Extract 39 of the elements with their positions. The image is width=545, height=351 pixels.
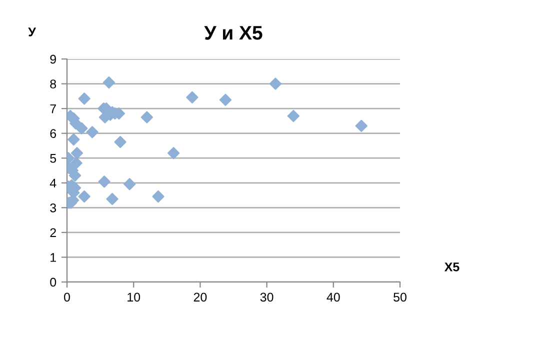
x-tick-label: 10 (128, 292, 140, 302)
y-tick-label: 5 (50, 154, 56, 163)
x-tick-label: 30 (260, 292, 274, 302)
point (78, 190, 90, 203)
point (78, 92, 90, 105)
y-tick-label: 7 (50, 104, 56, 114)
y-tick-label: 4 (50, 178, 56, 188)
y-axis-title: У (28, 28, 36, 36)
point (124, 178, 136, 190)
point (70, 156, 82, 170)
point (106, 192, 118, 206)
x-tick-label: 40 (326, 292, 340, 302)
y-tick-label: 2 (50, 228, 56, 237)
x-tick-label: 0 (64, 292, 70, 302)
point (102, 76, 116, 89)
point (287, 110, 300, 122)
x-tick-label: 50 (394, 292, 406, 302)
point (68, 133, 80, 146)
y-tick-label: 8 (50, 80, 56, 88)
point (86, 126, 98, 138)
point (114, 136, 126, 148)
point (152, 190, 164, 203)
chart-title: У и X5 (204, 26, 262, 40)
point (98, 176, 110, 188)
y-tick-label: 9 (50, 54, 56, 64)
point (269, 78, 282, 90)
point (70, 147, 84, 160)
x-tick-label: 20 (194, 292, 207, 302)
x-axis-title: X5 (444, 262, 460, 272)
y-tick-label: 1 (50, 253, 56, 262)
y-tick-label: 6 (50, 129, 56, 138)
point (140, 111, 153, 124)
point (167, 147, 180, 160)
point (76, 122, 88, 134)
y-tick-label: 3 (50, 203, 56, 212)
point (219, 94, 232, 106)
point (186, 91, 198, 104)
y-tick-label: 0 (50, 278, 56, 287)
point (355, 120, 368, 132)
